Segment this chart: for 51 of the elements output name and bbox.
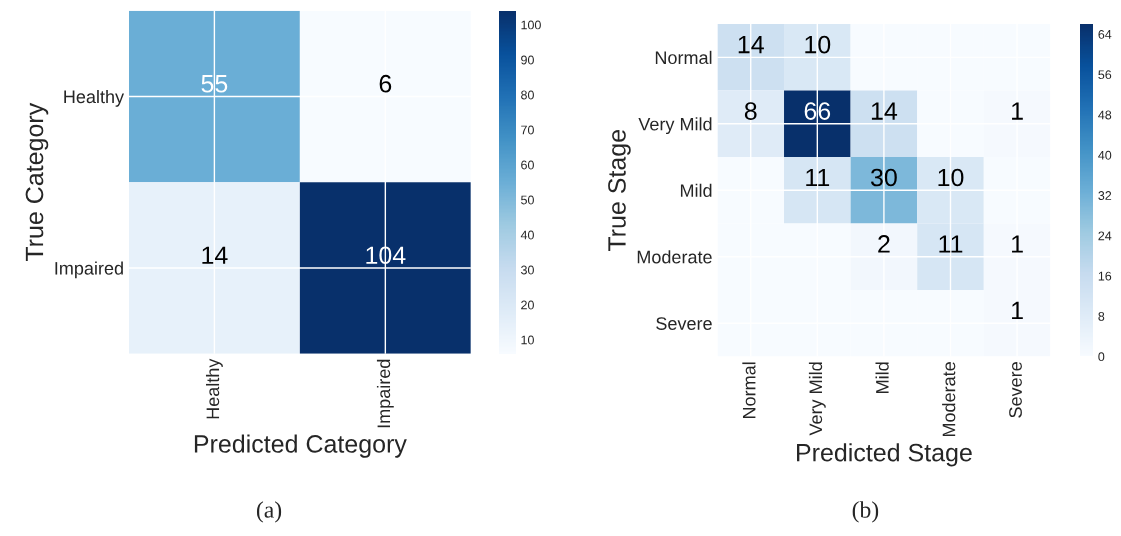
color-bar-label: 90	[521, 55, 534, 65]
text: (b)	[852, 501, 879, 523]
x-tick-label: Mild	[875, 362, 889, 393]
y-tick-label: Mild	[680, 183, 712, 197]
data-label: 10	[938, 168, 964, 187]
x-tick-label: Impaired	[376, 359, 394, 428]
color-bar-label: 40	[1098, 150, 1112, 160]
x-tick-label: Normal	[742, 362, 756, 418]
color-bar-label: 40	[520, 230, 534, 240]
text: (a)	[256, 501, 282, 523]
color-bar-label: 0	[1098, 352, 1105, 362]
data-label: 1	[1012, 301, 1023, 320]
x-axis-title: Predicted Category	[194, 434, 407, 458]
data-label: 14	[871, 102, 898, 120]
color-bar-label: 24	[1098, 231, 1112, 241]
color-bar-label: 8	[1098, 311, 1105, 321]
color-bar-label: 50	[521, 195, 534, 205]
data-label: 1	[1012, 102, 1023, 120]
data-label: 30	[870, 168, 897, 187]
x-tick-label: Healthy	[205, 358, 223, 419]
y-axis-title: True Category	[25, 102, 49, 262]
data-label: 14	[738, 35, 764, 54]
data-label: 1	[1012, 235, 1023, 253]
color-bar-label: 48	[1098, 110, 1112, 120]
color-bar-label: 32	[1098, 191, 1112, 200]
data-label: 2	[878, 235, 890, 253]
color-bar-label: 60	[521, 160, 534, 170]
color-bar-label: 100	[521, 20, 541, 30]
color-bar-label: 20	[521, 300, 534, 310]
x-axis-title: Predicted Stage	[797, 443, 972, 467]
x-tick-label: Severe	[1009, 362, 1022, 418]
color-bar-label: 30	[521, 265, 534, 275]
data-label: 14	[202, 246, 228, 264]
x-tick-label: Very Mild	[808, 362, 826, 436]
color-bar-label: 64	[1098, 29, 1112, 39]
y-tick-label: Moderate	[637, 250, 712, 264]
y-axis-title: True Stage	[608, 130, 631, 252]
color-bar-label: 10	[521, 335, 534, 345]
y-tick-label: Severe	[656, 317, 712, 330]
color-bar-label: 56	[1098, 70, 1112, 80]
data-label: 11	[939, 235, 963, 253]
color-bar-label: 70	[521, 125, 534, 135]
y-tick-label: Normal	[655, 50, 712, 65]
x-tick-label: Moderate	[942, 362, 956, 437]
color-bar-label: 80	[521, 90, 534, 100]
data-label: 6	[379, 74, 392, 93]
data-label: 8	[744, 102, 757, 120]
data-label: 11	[806, 168, 830, 187]
color-bar-label: 16	[1098, 271, 1112, 281]
data-label: 10	[805, 35, 831, 54]
y-tick-label: Very Mild	[638, 117, 712, 135]
